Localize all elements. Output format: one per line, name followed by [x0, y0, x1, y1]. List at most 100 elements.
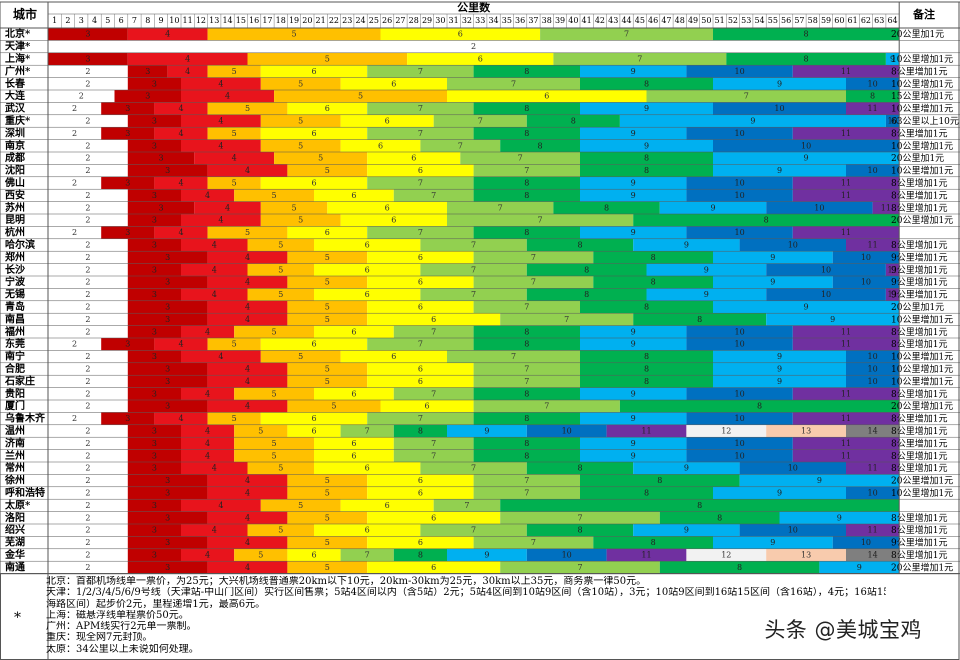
city-name: 天津* [5, 40, 31, 53]
fare-label: 2 [85, 464, 90, 473]
city-name: 深圳 [5, 126, 25, 139]
km-column-number: 61 [848, 16, 858, 25]
fare-segment [593, 276, 713, 289]
city-name: 上海* [5, 52, 31, 65]
city-name: 无锡 [4, 288, 25, 301]
fare-label: 8 [584, 265, 589, 274]
fare-label: 4 [245, 538, 250, 547]
row-remark: 8公里增加1元 [891, 177, 947, 189]
fare-segment [260, 499, 341, 512]
km-column-number: 58 [808, 16, 818, 25]
fare-label: 6 [325, 104, 330, 113]
fare-label: 2 [85, 352, 90, 361]
fare-segment [580, 338, 687, 351]
fare-segment [260, 338, 368, 351]
fare-segment [792, 176, 900, 190]
fare-label: 8 [644, 154, 649, 163]
km-column-number: 18 [276, 16, 286, 25]
row-remark: 20公里增加1元 [891, 475, 953, 487]
fare-segment [380, 28, 541, 41]
fare-segment [473, 375, 580, 388]
fare-segment [260, 176, 368, 190]
fare-label: 3 [152, 117, 157, 126]
fare-label: 8 [697, 315, 702, 324]
row-remark: 10公里增加1元 [891, 165, 953, 177]
fare-segment [48, 176, 102, 190]
fare-label: 4 [205, 327, 210, 336]
fare-segment [127, 561, 208, 574]
fare-segment [473, 251, 594, 264]
row-remark: 20公里增加1元 [891, 400, 953, 412]
fare-label: 5 [272, 389, 277, 398]
fare-segment [393, 437, 474, 450]
row-remark: 10公里增加1元 [891, 140, 953, 152]
fare-label: 6 [365, 265, 370, 274]
fare-label: 9 [631, 414, 636, 423]
fare-label: 4 [245, 476, 250, 485]
fare-label: 9 [704, 290, 709, 299]
fare-segment [580, 127, 687, 140]
fare-label: 5 [358, 92, 363, 101]
fare-segment [633, 462, 740, 475]
fare-segment [473, 300, 580, 314]
fare-segment [580, 139, 713, 152]
fare-segment [420, 524, 527, 537]
fare-segment [48, 362, 128, 376]
fare-segment [460, 152, 580, 165]
fare-label: 2 [85, 154, 90, 163]
fare-label: 3 [125, 340, 130, 349]
fare-label: 14 [868, 427, 878, 436]
fare-segment [207, 226, 288, 239]
fare-segment [473, 400, 620, 413]
fare-label: 3 [165, 563, 170, 572]
fare-label: 8 [697, 501, 702, 510]
city-name: 佛山 [4, 176, 25, 189]
fare-label: 3 [152, 265, 157, 274]
fare-label: 3 [165, 538, 170, 547]
fare-label: 7 [478, 117, 483, 126]
row-remark: 8公里增加1元 [891, 425, 947, 437]
fare-label: 2 [85, 538, 90, 547]
fare-segment [127, 164, 208, 177]
city-name: 成都 [5, 151, 25, 164]
fare-segment [181, 139, 261, 152]
notes-star: * [14, 610, 21, 626]
km-column-number: 33 [475, 16, 485, 25]
fare-label: 9 [631, 451, 636, 460]
fare-label: 10 [814, 203, 824, 212]
fare-segment [194, 201, 261, 214]
fare-segment [340, 139, 421, 152]
fare-segment [526, 238, 634, 252]
fare-label: 7 [418, 67, 423, 76]
fare-segment [367, 561, 501, 574]
fare-segment [739, 462, 846, 475]
fare-segment [686, 127, 793, 140]
fare-label: 9 [830, 315, 835, 324]
km-column-number: 55 [768, 16, 778, 25]
fare-segment [48, 28, 128, 41]
fare-label: 9 [484, 551, 489, 560]
fare-segment [792, 437, 900, 450]
fare-segment [792, 387, 900, 400]
km-column-number: 34 [488, 16, 498, 25]
fare-segment [48, 474, 128, 487]
fare-segment [48, 375, 128, 388]
fare-label: 7 [431, 327, 436, 336]
km-column-number: 7 [132, 16, 137, 25]
fare-segment [48, 152, 128, 165]
fare-segment [127, 300, 208, 314]
fare-segment [367, 176, 474, 190]
fare-segment [473, 449, 580, 462]
km-column-number: 3 [79, 16, 84, 25]
fare-segment [127, 362, 208, 376]
fare-segment [101, 102, 155, 115]
fare-label: 9 [644, 104, 649, 113]
fare-label: 10 [735, 191, 745, 200]
fare-segment [580, 164, 713, 177]
fare-label: 2 [85, 79, 90, 88]
km-column-number: 29 [422, 16, 432, 25]
fare-label: 7 [431, 451, 436, 460]
fare-segment [447, 90, 647, 103]
fare-label: 9 [777, 377, 782, 386]
